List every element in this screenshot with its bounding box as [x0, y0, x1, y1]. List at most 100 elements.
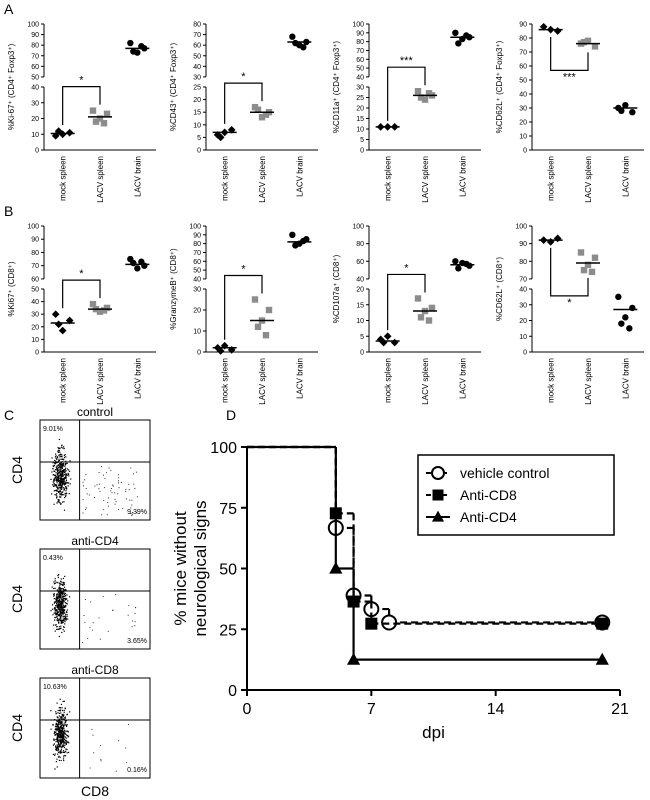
event-dot	[54, 469, 57, 471]
y-tick-label: 50	[219, 562, 237, 579]
event-dot	[63, 487, 65, 489]
event-dot	[59, 746, 61, 748]
event-dot	[58, 740, 60, 742]
event-dot	[129, 499, 131, 501]
y-tick-label: 100	[189, 224, 201, 231]
event-dot	[54, 477, 56, 479]
event-dot	[57, 501, 59, 503]
event-dot	[54, 726, 57, 728]
event-dot	[60, 463, 62, 465]
x-tick-label: LACV brain	[621, 358, 630, 399]
event-dot	[65, 739, 67, 741]
event-dot	[62, 470, 64, 473]
event-dot	[61, 709, 64, 712]
event-dot	[56, 473, 58, 475]
marker	[130, 48, 137, 55]
event-dot	[60, 718, 62, 720]
y-axis-label: %Ki67⁺ (CD8⁺)	[7, 261, 16, 316]
event-dot	[66, 594, 68, 596]
event-dot	[68, 470, 71, 472]
y-tick-label: 90	[519, 241, 527, 248]
marker	[58, 326, 67, 335]
event-dot	[60, 603, 63, 605]
event-dot	[58, 721, 60, 724]
event-dot	[55, 472, 57, 474]
event-dot	[61, 722, 63, 724]
event-dot	[63, 612, 66, 614]
event-dot	[131, 620, 133, 622]
y-tick-label: 0	[523, 148, 527, 155]
event-dot	[59, 594, 61, 596]
event-dot	[59, 481, 61, 483]
event-dot	[57, 607, 59, 609]
event-dot	[57, 728, 59, 730]
event-dot	[55, 460, 57, 462]
event-dot	[66, 734, 68, 736]
y-tick-label: 40	[31, 299, 39, 306]
event-dot	[66, 614, 68, 616]
event-dot	[62, 494, 64, 496]
y-tick-label: 5	[360, 334, 364, 341]
event-dot	[56, 599, 58, 601]
event-dot	[128, 483, 130, 485]
marker	[577, 249, 585, 256]
event-dot	[65, 730, 67, 732]
marker	[383, 332, 392, 341]
event-dot	[57, 606, 59, 608]
event-dot	[64, 741, 66, 743]
event-dot	[125, 489, 127, 490]
x-tick-label: mock spleen	[59, 358, 68, 403]
y-axis-label: % mice without	[171, 511, 190, 626]
marker	[51, 310, 60, 319]
event-dot	[98, 472, 100, 473]
event-dot	[62, 595, 64, 597]
event-dot	[61, 727, 64, 729]
significance-bracket	[550, 37, 589, 71]
event-dot	[62, 735, 64, 737]
event-dot	[59, 598, 61, 601]
y-tick-label: 40	[519, 92, 527, 99]
event-dot	[130, 467, 132, 469]
event-dot	[54, 456, 57, 458]
event-dot	[125, 498, 127, 500]
marker	[92, 118, 100, 125]
event-dot	[134, 625, 136, 627]
marker	[227, 346, 236, 354]
event-dot	[63, 479, 65, 481]
event-dot	[58, 718, 60, 720]
y-tick-label: 10	[31, 132, 39, 139]
event-dot	[118, 482, 119, 484]
quadrant-percent: 0.43%	[43, 555, 63, 562]
y-tick-label: 15	[193, 110, 201, 117]
event-dot	[56, 612, 58, 614]
marker	[553, 27, 562, 35]
event-dot	[93, 497, 95, 498]
event-dot	[59, 593, 61, 595]
y-tick-label: 0	[35, 148, 39, 155]
y-tick-label: 20	[356, 106, 364, 113]
significance-bracket	[224, 82, 263, 124]
event-dot	[101, 466, 102, 468]
event-dot	[61, 591, 63, 593]
event-dot	[59, 707, 61, 709]
event-dot	[60, 601, 63, 603]
event-dot	[62, 731, 64, 733]
event-dot	[67, 482, 69, 484]
event-dot	[56, 486, 58, 488]
event-dot	[69, 483, 71, 485]
event-dot	[112, 484, 114, 486]
event-dot	[118, 480, 119, 482]
significance-bracket	[62, 279, 101, 309]
panel-label: B	[4, 203, 13, 219]
event-dot	[62, 740, 64, 742]
event-dot	[53, 739, 56, 741]
event-dot	[64, 465, 66, 467]
event-dot	[56, 581, 58, 583]
legend-box	[417, 454, 615, 536]
event-dot	[57, 596, 59, 598]
marker	[615, 293, 622, 301]
event-dot	[63, 616, 65, 618]
event-dot	[54, 475, 56, 477]
event-dot	[63, 448, 65, 450]
event-dot	[52, 614, 54, 616]
